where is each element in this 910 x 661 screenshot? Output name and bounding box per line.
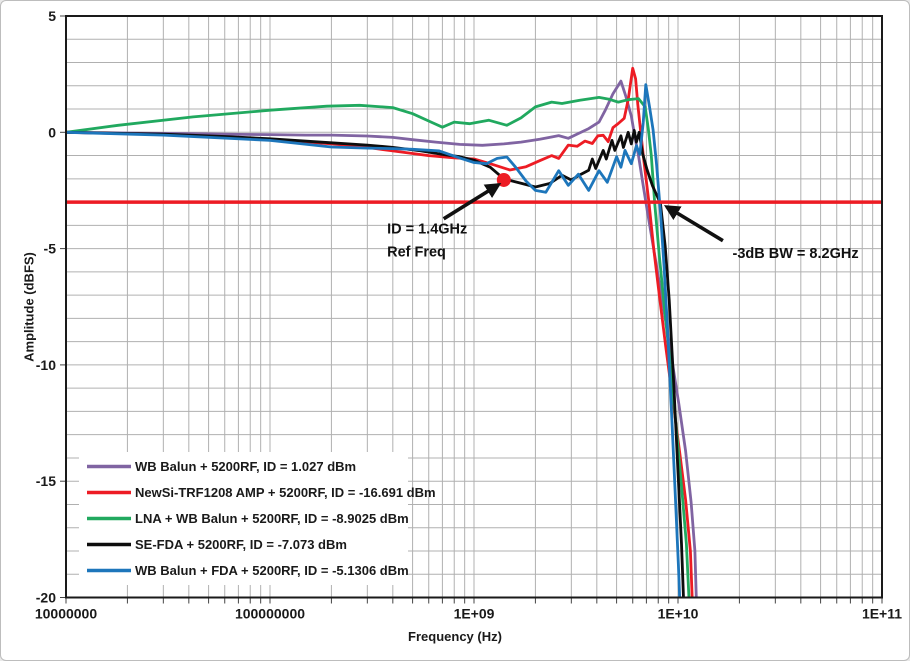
legend-label: WB Balun + 5200RF, ID = 1.027 dBm [135,459,356,474]
y-tick-label: -20 [36,590,56,606]
plot-frame [65,15,883,599]
series-line-newsi-trf1208-amp-5200rf-id-16[interactable] [66,66,694,611]
legend-label: SE-FDA + 5200RF, ID = -7.073 dBm [135,537,347,552]
y-tick-label: -10 [36,357,56,373]
y-tick-label: 0 [48,124,56,140]
legend-label: NewSi-TRF1208 AMP + 5200RF, ID = -16.691… [135,485,436,500]
legend-item-newsi-trf1208-amp-5200rf-id-16[interactable]: NewSi-TRF1208 AMP + 5200RF, ID = -16.691… [87,485,436,500]
ref-freq-note: ID = 1.4GHz Ref Freq [387,182,502,260]
x-axis-title: Frequency (Hz) [408,629,502,644]
series-line-wb-balun-5200rf-id-1-027-dbm[interactable] [66,79,698,611]
y-tick-label: 5 [48,8,56,24]
x-tick-label: 1E+09 [454,606,495,622]
annotation-arrow [442,182,502,221]
legend-item-wb-balun-5200rf-id-1-027-dbm[interactable]: WB Balun + 5200RF, ID = 1.027 dBm [87,459,356,474]
x-tick-label: 10000000 [35,606,98,622]
legend-label: LNA + WB Balun + 5200RF, ID = -8.9025 dB… [135,511,409,526]
annotation-text: ID = 1.4GHz [387,221,467,237]
legend: WB Balun + 5200RF, ID = 1.027 dBm NewSi-T… [79,452,436,585]
bw-note: -3dB BW = 8.2GHz [663,205,859,262]
series-line-wb-balun-fda-5200rf-id-5-1306-[interactable] [66,83,682,612]
x-tick-label: 1E+10 [658,606,699,622]
legend-item-lna-wb-balun-5200rf-id-8-9025-[interactable]: LNA + WB Balun + 5200RF, ID = -8.9025 dB… [87,511,409,526]
ref-freq-marker-dot[interactable] [496,172,511,187]
series-line-lna-wb-balun-5200rf-id-8-9025-[interactable] [66,96,691,611]
y-tick-label: -5 [44,241,57,257]
annotation-text: -3dB BW = 8.2GHz [733,246,859,262]
tick-labels: 10000000 100000000 1E+09 1E+10 1E+11 5 0 -5 -10 -… [35,8,902,622]
series-curves [66,66,698,612]
y-tick-label: -15 [36,473,56,489]
legend-label: WB Balun + FDA + 5200RF, ID = -5.1306 dB… [135,563,409,578]
x-tick-label: 100000000 [235,606,305,622]
annotation-arrow [663,205,724,243]
x-tick-label: 1E+11 [862,606,902,622]
y-axis-title: Amplitude (dBFS) [21,252,37,362]
legend-item-se-fda-5200rf-id-7-073-dbm[interactable]: SE-FDA + 5200RF, ID = -7.073 dBm [87,537,347,552]
legend-box [79,452,408,585]
annotation-text: Ref Freq [387,244,446,260]
legend-item-wb-balun-fda-5200rf-id-5-1306-[interactable]: WB Balun + FDA + 5200RF, ID = -5.1306 dB… [87,563,409,578]
